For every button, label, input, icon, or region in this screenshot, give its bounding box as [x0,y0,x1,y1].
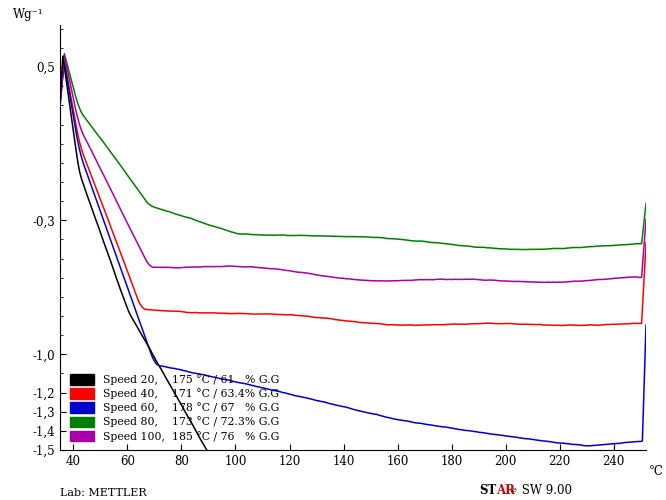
Legend: Speed 20,    175 °C / 61   % G.G, Speed 40,    171 °C / 63.4% G.G, Speed 60,    : Speed 20, 175 °C / 61 % G.G, Speed 40, 1… [69,372,282,444]
Text: e: e [511,486,516,494]
Text: Lab: METTLER: Lab: METTLER [60,488,147,498]
Text: °C: °C [649,465,664,478]
Text: SW 9.00: SW 9.00 [518,484,572,498]
Text: ST: ST [480,484,497,498]
Text: Wg⁻¹: Wg⁻¹ [13,8,44,20]
Text: AR: AR [496,484,515,498]
